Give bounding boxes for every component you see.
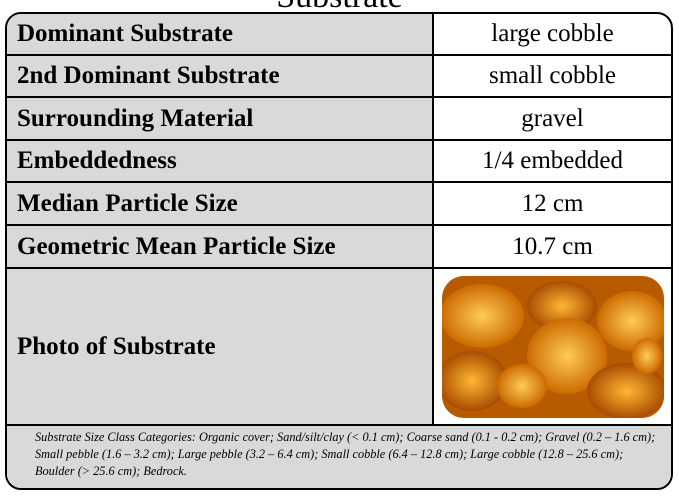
photo-cell [434,269,671,424]
label: Embeddedness [7,141,434,181]
label: Median Particle Size [7,183,434,224]
value: large cobble [434,14,671,54]
label: Photo of Substrate [7,269,434,424]
label: 2nd Dominant Substrate [7,56,434,96]
substrate-photo [442,276,664,418]
value: 10.7 cm [434,226,671,267]
value: small cobble [434,56,671,96]
value: 12 cm [434,183,671,224]
label: Dominant Substrate [7,14,434,54]
footnote: Substrate Size Class Categories: Organic… [7,426,671,488]
label: Surrounding Material [7,98,434,139]
row: Photo of Substrate [7,269,671,426]
value: gravel [434,98,671,139]
value: 1/4 embedded [434,141,671,181]
label: Geometric Mean Particle Size [7,226,434,267]
page: Substrate Dominant Substratelarge cobble… [0,0,679,497]
